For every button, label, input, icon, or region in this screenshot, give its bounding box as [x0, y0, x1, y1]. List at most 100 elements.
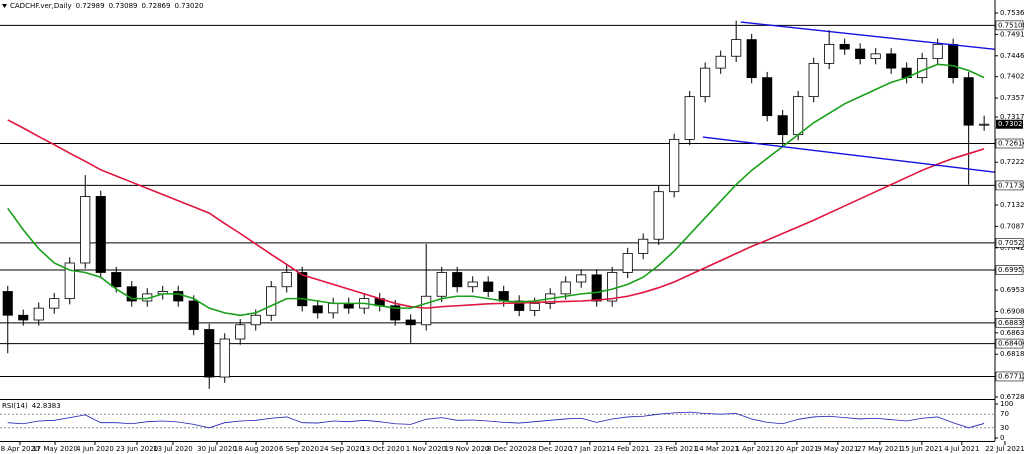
y-tick-label: 0.67280	[1000, 393, 1024, 401]
candle-body	[18, 314, 29, 321]
candle-body	[111, 272, 122, 288]
candle-body	[266, 286, 277, 316]
rsi-value: 42.8383	[32, 402, 61, 410]
candle-body	[948, 43, 959, 79]
price-plot	[0, 20, 995, 389]
rsi-title: RSI(14)	[2, 402, 28, 410]
candle-body	[126, 286, 137, 302]
candle-body	[560, 281, 571, 295]
candle-body	[591, 274, 602, 302]
level-label: 0.69953	[998, 266, 1024, 274]
x-tick-label: 27 May 2021	[857, 445, 903, 453]
x-tick-label: 20 Apr 2021	[775, 445, 818, 453]
candle-body	[653, 191, 664, 240]
candle-body	[932, 43, 943, 60]
candle-body	[824, 43, 835, 64]
x-tick-label: 8 Dec 2020	[487, 445, 527, 453]
header-value: 0.72869	[142, 2, 171, 10]
candle-body	[64, 262, 75, 300]
candle-body	[979, 123, 990, 126]
candle-body	[328, 302, 339, 314]
candle-body	[452, 272, 463, 288]
candle-body	[529, 302, 540, 311]
x-tick-label: 4 Jun 2020	[76, 445, 114, 453]
candle-body	[421, 295, 432, 326]
candle-body	[312, 305, 323, 314]
candle-body	[281, 272, 292, 288]
candle-body	[235, 324, 246, 340]
x-tick-label: 22 Jul 2021	[985, 445, 1024, 453]
level-label-box	[995, 338, 1024, 349]
trend-line	[740, 21, 995, 51]
menu-triangle	[2, 4, 7, 8]
candle-body	[963, 77, 974, 126]
level-label-box	[995, 20, 1024, 31]
candle-body	[95, 196, 106, 273]
x-tick-label: 8 Apr 2020	[1, 445, 40, 453]
rsi-tick-label: 30	[1000, 424, 1009, 432]
level-label-box	[995, 371, 1024, 382]
x-tick-label: 24 Sep 2020	[320, 445, 364, 453]
candle-body	[297, 272, 308, 307]
candle-body	[808, 62, 819, 98]
x-tick-label: 17 Jan 2021	[569, 445, 611, 453]
candle-body	[793, 96, 804, 136]
candle-body	[839, 43, 850, 50]
candle-body	[731, 39, 742, 57]
level-label-box	[995, 265, 1024, 275]
header-value: 0.73089	[109, 2, 138, 10]
candle-body	[436, 272, 447, 297]
candle-body	[250, 314, 261, 326]
level-label: 0.72614	[998, 140, 1024, 148]
candle-body	[33, 307, 44, 321]
candle-body	[684, 96, 695, 140]
x-tick-label: 30 Jul 2020	[197, 445, 237, 453]
level-label-box	[995, 238, 1024, 248]
candle-body	[219, 338, 230, 378]
rsi-plot	[0, 411, 995, 429]
x-tick-label: 1 Nov 2020	[406, 445, 446, 453]
candle-body	[467, 281, 478, 288]
candle-body	[188, 300, 199, 330]
candle-body	[870, 53, 881, 60]
candle-body	[576, 274, 587, 283]
x-tick-label: 28 Dec 2020	[528, 445, 573, 453]
header-value: 0.73020	[174, 2, 203, 10]
level-label: 0.67712	[998, 372, 1024, 380]
x-tick-label: 4 Feb 2021	[610, 445, 649, 453]
candle-body	[607, 272, 618, 302]
candle-body	[390, 305, 401, 321]
candle-body	[483, 281, 494, 292]
candle-body	[917, 58, 928, 79]
x-tick-label: 13 Oct 2020	[361, 445, 404, 453]
candle-body	[746, 39, 757, 79]
candle-body	[777, 115, 788, 136]
candle-body	[638, 238, 649, 254]
x-tick-label: 14 Mar 2021	[695, 445, 739, 453]
candle-body	[669, 139, 680, 193]
candle-body	[80, 196, 91, 264]
moving-average	[7, 63, 985, 317]
candle-body	[886, 53, 897, 69]
moving-average	[7, 119, 985, 309]
x-tick-label: 15 Jun 2021	[901, 445, 943, 453]
rsi-tick-label: 0	[1000, 434, 1004, 442]
x-tick-label: 4 Jul 2021	[944, 445, 979, 453]
x-tick-label: 1 Apr 2021	[736, 445, 775, 453]
x-tick-label: 13 Jul 2020	[153, 445, 193, 453]
level-label-box	[995, 180, 1024, 191]
x-tick-label: 6 Sep 2020	[279, 445, 319, 453]
rsi-header: RSI(14) 42.8383	[2, 402, 61, 410]
